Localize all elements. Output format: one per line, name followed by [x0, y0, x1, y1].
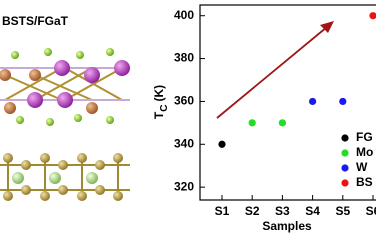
- y-tick-label: 380: [174, 51, 194, 65]
- crystal-structure: [0, 48, 130, 201]
- x-tick-label: S6: [366, 204, 376, 218]
- legend-marker: [341, 179, 349, 187]
- panel-label: BSTS/FGaT: [2, 14, 69, 28]
- legend-marker: [341, 134, 349, 142]
- legend-marker: [341, 149, 349, 157]
- x-tick-label: S1: [215, 204, 230, 218]
- y-label-main: T: [152, 111, 166, 119]
- legend-label: W: [356, 160, 368, 174]
- plot-frame: [199, 4, 376, 201]
- legend-label: BS: [356, 175, 373, 189]
- legend-label: Mo: [356, 145, 373, 159]
- point: [309, 97, 317, 106]
- point: [369, 12, 376, 20]
- legend-marker: [341, 164, 349, 172]
- legend-label: FG: [356, 130, 373, 144]
- x-tick-label: S2: [245, 204, 260, 218]
- x-axis-label: Samples: [262, 219, 312, 233]
- y-label-unit: (K): [152, 85, 166, 102]
- x-tick-label: S4: [305, 204, 320, 218]
- x-tick-label: S5: [335, 204, 350, 218]
- y-axis-label: TC (K): [152, 85, 169, 119]
- x-tick-label: S3: [275, 204, 290, 218]
- trend-arrow: [216, 21, 334, 119]
- y-tick-label: 320: [174, 179, 194, 193]
- y-tick-label: 400: [174, 8, 194, 22]
- y-label-sub: C: [159, 105, 170, 112]
- y-tick-label: 360: [174, 94, 194, 108]
- point: [339, 97, 347, 106]
- point: [218, 140, 226, 148]
- point: [278, 119, 286, 127]
- point: [248, 119, 256, 127]
- y-tick-label: 340: [174, 136, 194, 150]
